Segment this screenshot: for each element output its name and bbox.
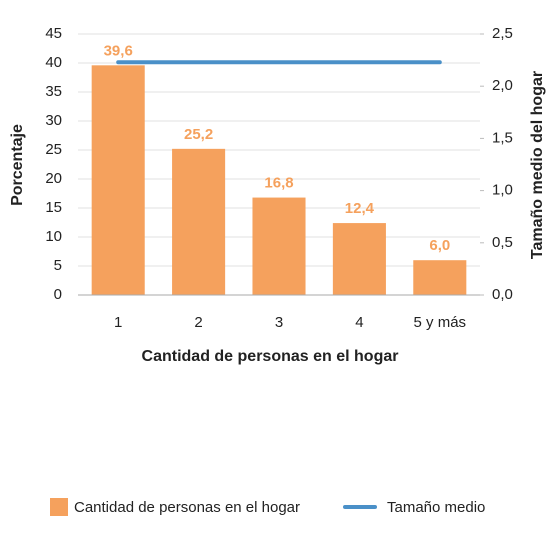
y-tick-label: 10 <box>45 228 62 245</box>
bar <box>172 148 226 295</box>
y-axis-title: Porcentaje <box>9 124 26 206</box>
y2-tick-label: 2,5 <box>492 25 513 42</box>
x-axis-title: Cantidad de personas en el hogar <box>142 348 399 365</box>
x-tick-label: 5 y más <box>414 314 467 331</box>
data-label: 39,6 <box>104 42 133 59</box>
x-tick-label: 1 <box>114 314 122 331</box>
data-label: 12,4 <box>345 200 375 217</box>
y-tick-label: 15 <box>45 199 62 216</box>
x-tick-label: 2 <box>194 314 202 331</box>
y-tick-label: 35 <box>45 83 62 100</box>
y-tick-label: 20 <box>45 170 62 187</box>
y-tick-label: 30 <box>45 112 62 129</box>
legend-label: Cantidad de personas en el hogar <box>74 499 300 516</box>
bar <box>91 65 145 295</box>
data-label: 16,8 <box>264 175 293 192</box>
y2-tick-label: 1,5 <box>492 129 513 146</box>
legend-label: Tamaño medio <box>387 499 485 516</box>
y2-tick-label: 0,5 <box>492 234 513 251</box>
y2-tick-label: 2,0 <box>492 77 513 94</box>
data-label: 25,2 <box>184 126 213 143</box>
y-tick-label: 40 <box>45 54 62 71</box>
bar <box>413 260 467 295</box>
y2-tick-label: 1,0 <box>492 182 513 199</box>
x-tick-label: 4 <box>355 314 363 331</box>
y-tick-label: 5 <box>54 257 62 274</box>
y-tick-label: 45 <box>45 25 62 42</box>
y-tick-label: 25 <box>45 141 62 158</box>
y-tick-label: 0 <box>54 286 62 303</box>
x-tick-label: 3 <box>275 314 283 331</box>
y2-tick-label: 0,0 <box>492 286 513 303</box>
bar <box>332 223 386 295</box>
legend-swatch <box>50 498 68 516</box>
data-label: 6,0 <box>429 237 450 254</box>
bar <box>252 197 306 295</box>
y2-axis-title: Tamaño medio del hogar <box>529 71 546 259</box>
